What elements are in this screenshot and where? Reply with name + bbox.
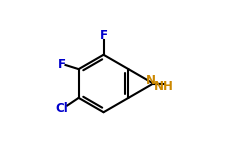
Text: Cl: Cl — [55, 102, 68, 115]
Text: F: F — [100, 29, 108, 42]
Text: NH: NH — [154, 80, 174, 93]
Text: F: F — [57, 58, 65, 71]
Text: N: N — [146, 74, 156, 87]
